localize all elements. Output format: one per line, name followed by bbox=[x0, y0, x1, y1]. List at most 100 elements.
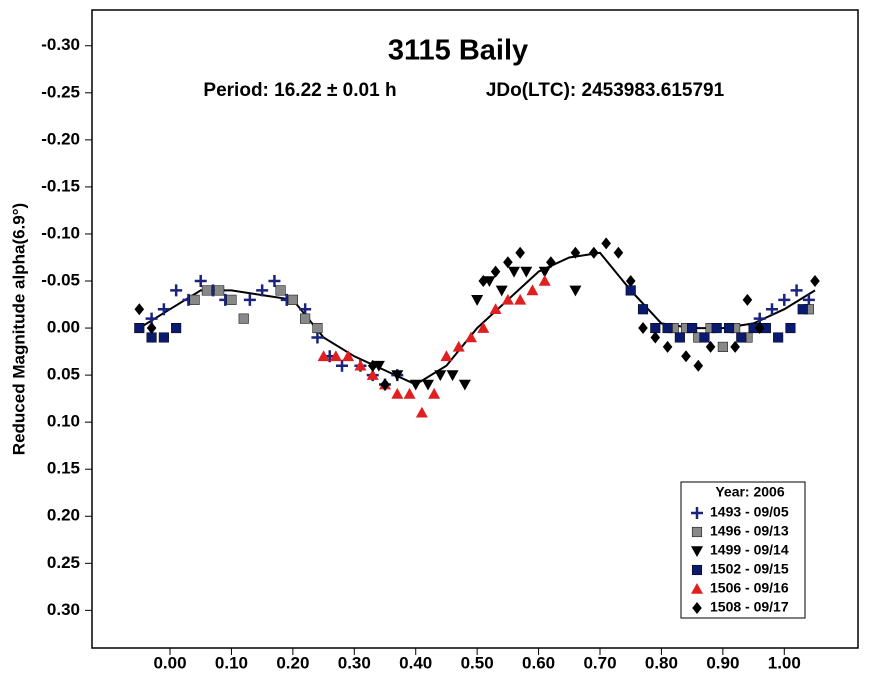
data-point bbox=[625, 285, 636, 296]
data-point bbox=[601, 237, 611, 250]
y-tick-label: 0.30 bbox=[47, 600, 80, 619]
data-point bbox=[477, 322, 490, 333]
legend-label: 1493 - 09/05 bbox=[710, 504, 789, 520]
data-point bbox=[705, 340, 716, 353]
legend-marker bbox=[691, 564, 703, 576]
data-point bbox=[391, 387, 404, 399]
data-point bbox=[171, 323, 182, 334]
data-point bbox=[415, 406, 428, 418]
data-point bbox=[569, 285, 582, 297]
legend-marker bbox=[691, 526, 703, 538]
x-tick-label: 0.30 bbox=[338, 653, 371, 672]
data-point bbox=[490, 265, 501, 278]
data-point bbox=[366, 369, 379, 380]
y-tick-label: 0.15 bbox=[47, 459, 80, 478]
legend-marker bbox=[692, 602, 702, 614]
y-tick-label: -0.05 bbox=[41, 270, 80, 289]
data-point bbox=[538, 266, 551, 278]
legend-box bbox=[680, 481, 806, 619]
data-point bbox=[520, 266, 533, 278]
y-axis-label: Reduced Magnitude alpha(6.9°) bbox=[9, 203, 28, 455]
data-point bbox=[336, 359, 349, 372]
data-point bbox=[243, 293, 256, 306]
data-point bbox=[711, 323, 722, 334]
x-tick-label: 0.50 bbox=[461, 653, 494, 672]
y-tick-label: 0.10 bbox=[47, 412, 80, 431]
data-point bbox=[329, 350, 342, 362]
data-point bbox=[526, 284, 539, 296]
y-tick-label: -0.20 bbox=[41, 129, 80, 148]
legend-marker bbox=[691, 507, 703, 519]
data-point bbox=[501, 293, 514, 305]
data-point bbox=[589, 246, 599, 259]
data-point bbox=[797, 304, 808, 315]
data-point bbox=[311, 331, 324, 344]
fit-curve bbox=[138, 251, 816, 386]
data-point bbox=[810, 275, 820, 288]
chart-subtitle: JDo(LTC): 2453983.615791 bbox=[486, 80, 725, 101]
data-point bbox=[538, 275, 551, 286]
data-point bbox=[754, 322, 765, 335]
data-point bbox=[372, 360, 385, 372]
y-tick-label: -0.15 bbox=[41, 176, 80, 195]
data-point bbox=[546, 256, 556, 269]
data-point bbox=[299, 303, 312, 316]
data-point bbox=[422, 379, 435, 391]
x-tick-label: 1.00 bbox=[768, 653, 801, 672]
data-point bbox=[354, 359, 367, 371]
x-tick-label: 0.90 bbox=[706, 653, 739, 672]
data-point bbox=[434, 370, 447, 382]
legend-label: 1502 - 09/15 bbox=[710, 561, 789, 577]
data-point bbox=[134, 303, 145, 316]
data-point bbox=[146, 322, 157, 335]
x-tick-label: 0.20 bbox=[276, 653, 309, 672]
x-tick-label: 0.00 bbox=[153, 653, 186, 672]
data-point bbox=[674, 332, 685, 343]
y-tick-label: 0.20 bbox=[47, 506, 80, 525]
data-point bbox=[312, 323, 323, 334]
data-point bbox=[391, 370, 404, 382]
data-point bbox=[157, 303, 170, 316]
data-point bbox=[446, 370, 459, 382]
data-point bbox=[662, 323, 673, 334]
x-tick-label: 0.80 bbox=[645, 653, 678, 672]
data-point bbox=[317, 350, 330, 362]
data-point bbox=[508, 266, 521, 278]
data-point bbox=[440, 350, 453, 362]
legend-label: 1499 - 09/14 bbox=[710, 542, 789, 558]
legend-marker bbox=[691, 583, 703, 594]
legend-label: 1506 - 09/16 bbox=[710, 580, 789, 596]
data-point bbox=[268, 275, 281, 288]
data-point bbox=[483, 276, 496, 288]
data-point bbox=[613, 246, 624, 259]
data-point bbox=[742, 293, 753, 306]
data-point bbox=[495, 285, 508, 297]
data-point bbox=[189, 294, 200, 305]
data-point bbox=[699, 332, 710, 343]
data-point bbox=[403, 387, 416, 399]
legend-label: 1496 - 09/13 bbox=[710, 523, 789, 539]
data-point bbox=[287, 294, 298, 305]
data-point bbox=[723, 323, 735, 334]
data-point bbox=[662, 340, 673, 353]
y-tick-label: -0.10 bbox=[41, 223, 80, 242]
y-tick-label: -0.30 bbox=[41, 35, 80, 54]
data-point bbox=[170, 284, 183, 297]
data-point bbox=[766, 303, 779, 316]
data-point bbox=[465, 331, 478, 343]
y-tick-label: 0.05 bbox=[47, 365, 80, 384]
data-point bbox=[514, 293, 527, 305]
data-point bbox=[238, 313, 249, 324]
data-point bbox=[650, 331, 661, 344]
x-tick-label: 0.70 bbox=[583, 653, 616, 672]
data-point bbox=[637, 304, 649, 315]
data-point bbox=[342, 350, 355, 362]
data-point bbox=[717, 341, 728, 352]
plot-frame bbox=[91, 9, 859, 649]
x-tick-label: 0.10 bbox=[215, 653, 248, 672]
data-point bbox=[134, 323, 145, 334]
y-tick-label: 0.25 bbox=[47, 553, 80, 572]
data-point bbox=[681, 350, 691, 363]
data-point bbox=[256, 284, 269, 297]
